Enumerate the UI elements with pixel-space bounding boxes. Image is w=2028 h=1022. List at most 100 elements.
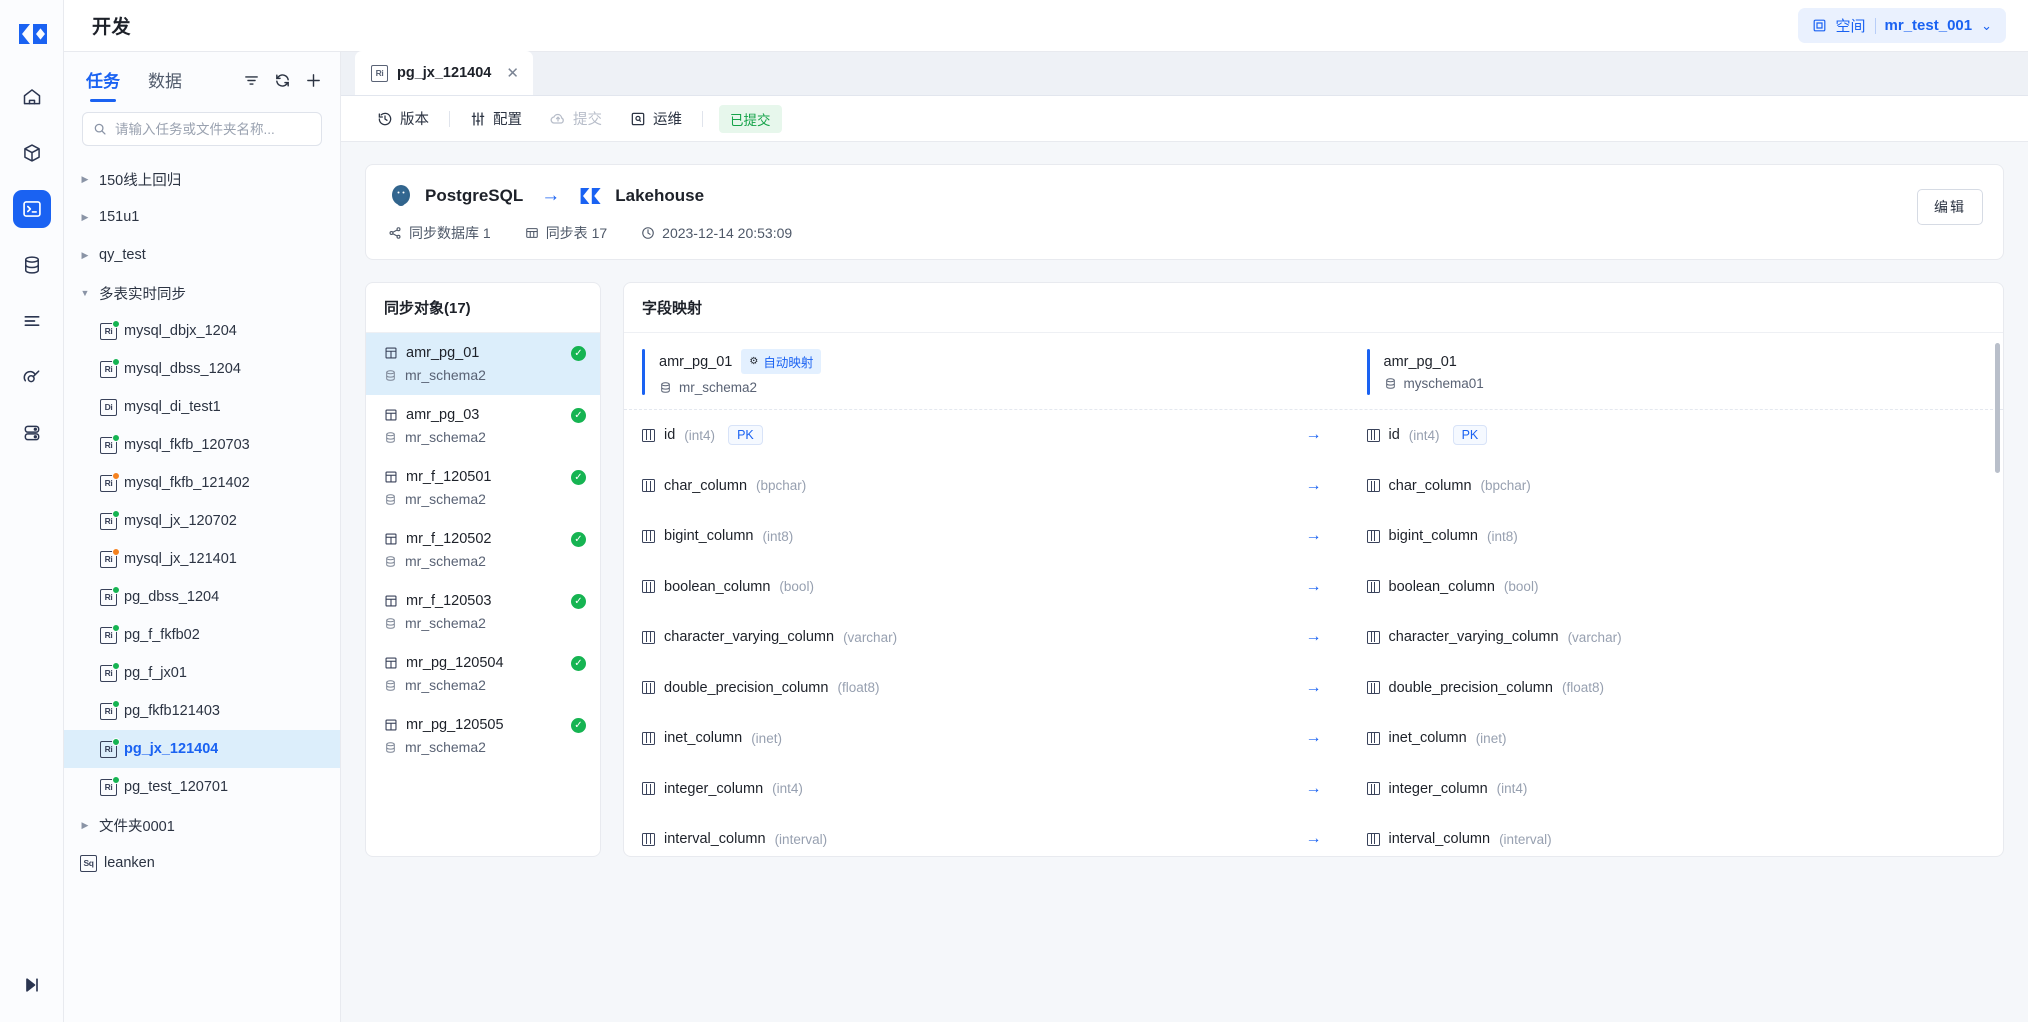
left-icon-rail bbox=[0, 0, 64, 1022]
accent-bar-target bbox=[1366, 349, 1370, 395]
field-mapping-row[interactable]: boolean_column (bool) → boolean_column (bool… bbox=[624, 562, 2003, 613]
source-table-row: amr_pg_01 ⚙ 自动映射 bbox=[659, 349, 822, 374]
list-icon[interactable] bbox=[13, 302, 51, 340]
add-icon[interactable] bbox=[305, 72, 322, 89]
history-icon bbox=[377, 111, 393, 127]
check-icon: ✓ bbox=[571, 469, 586, 485]
panels-row: 同步对象(17) amr_pg_01 ✓ mr_schema2 amr_pg_03 ✓ m… bbox=[365, 282, 2004, 857]
config-button[interactable]: 配置 bbox=[456, 108, 536, 129]
object-table-name: mr_pg_120505 bbox=[406, 717, 504, 733]
check-icon: ✓ bbox=[571, 655, 586, 671]
object-table-name: mr_f_120502 bbox=[406, 531, 492, 547]
field-type: (bpchar) bbox=[1480, 478, 1531, 494]
mapping-scrollbar[interactable] bbox=[1995, 343, 2000, 473]
sync-object-item[interactable]: mr_f_120501 ✓ mr_schema2 bbox=[366, 457, 600, 519]
field-mapping-row[interactable]: inet_column (inet) → inet_column (inet) bbox=[624, 713, 2003, 764]
table-icon bbox=[384, 532, 398, 546]
tree-item-pg_f_jx01[interactable]: Ri pg_f_jx01 bbox=[64, 654, 340, 692]
sync-object-item[interactable]: amr_pg_03 ✓ mr_schema2 bbox=[366, 395, 600, 457]
tree-item-pg_test_120701[interactable]: Ri pg_test_120701 bbox=[64, 768, 340, 806]
edit-button[interactable]: 编辑 bbox=[1917, 189, 1983, 225]
ops-button[interactable]: 运维 bbox=[616, 108, 696, 129]
object-schema-name: mr_schema2 bbox=[405, 429, 486, 445]
tree-item-mysql_dbjx_1204[interactable]: Ri mysql_dbjx_1204 bbox=[64, 312, 340, 350]
field-name: id bbox=[664, 427, 676, 444]
tree-item-mysql_jx_120702[interactable]: Ri mysql_jx_120702 bbox=[64, 502, 340, 540]
caret-right-icon[interactable]: ▶ bbox=[81, 819, 89, 830]
field-mapping-row[interactable]: bigint_column (int8) → bigint_column (int8) bbox=[624, 511, 2003, 562]
field-mapping-row[interactable]: double_precision_column (float8) → double_p… bbox=[624, 663, 2003, 714]
field-mapping-row[interactable]: id (int4) PK → id (int4) PK bbox=[624, 410, 2003, 461]
task-type-icon: Ri bbox=[100, 775, 120, 796]
check-icon: ✓ bbox=[571, 407, 586, 423]
app-logo bbox=[0, 8, 64, 60]
radar-icon[interactable] bbox=[13, 358, 51, 396]
object-table-row: mr_pg_120505 ✓ bbox=[384, 717, 586, 733]
tree-item-leanken[interactable]: Sq leanken bbox=[64, 844, 340, 882]
field-mapping-row[interactable]: integer_column (int4) → integer_column (int4… bbox=[624, 764, 2003, 815]
tree-folder-0[interactable]: ▶ 150线上回归 bbox=[64, 160, 340, 198]
doc-tab-pg-jx-121404[interactable]: Ri pg_jx_121404 ✕ bbox=[355, 51, 533, 95]
home-icon[interactable] bbox=[13, 78, 51, 116]
caret-right-icon[interactable]: ▶ bbox=[81, 211, 89, 222]
tree-folder-3[interactable]: ▼ 多表实时同步 bbox=[64, 274, 340, 312]
version-button[interactable]: 版本 bbox=[363, 108, 443, 129]
tree-item-label: pg_test_120701 bbox=[124, 779, 229, 795]
tree-item-pg_f_fkfb02[interactable]: Ri pg_f_fkfb02 bbox=[64, 616, 340, 654]
close-icon[interactable]: ✕ bbox=[506, 65, 519, 82]
auto-mapping-badge[interactable]: ⚙ 自动映射 bbox=[741, 349, 822, 374]
caret-right-icon[interactable]: ▶ bbox=[81, 249, 89, 260]
search-input[interactable] bbox=[115, 121, 311, 137]
task-type-icon: Ri bbox=[371, 64, 388, 82]
target-field-cell: id (int4) PK bbox=[1349, 425, 2004, 446]
terminal-icon[interactable] bbox=[12, 190, 51, 228]
tree-item-mysql_dbss_1204[interactable]: Ri mysql_dbss_1204 bbox=[64, 350, 340, 388]
sync-object-item[interactable]: amr_pg_01 ✓ mr_schema2 bbox=[366, 333, 600, 395]
task-sidebar: 任务 数据 bbox=[64, 52, 341, 1022]
field-mapping-row[interactable]: char_column (bpchar) → char_column (bpchar) bbox=[624, 461, 2003, 512]
tree-item-mysql_jx_121401[interactable]: Ri mysql_jx_121401 bbox=[64, 540, 340, 578]
tab-tasks[interactable]: 任务 bbox=[86, 67, 120, 102]
tree-item-mysql_di_test1[interactable]: Di mysql_di_test1 bbox=[64, 388, 340, 426]
target-schema-row: myschema01 bbox=[1384, 376, 1484, 391]
mapping-arrow-icon: → bbox=[1305, 628, 1322, 646]
tree-item-mysql_fkfb_121402[interactable]: Ri mysql_fkfb_121402 bbox=[64, 464, 340, 502]
field-mapping-row[interactable]: character_varying_column (varchar) → charac… bbox=[624, 612, 2003, 663]
filter-icon[interactable] bbox=[243, 72, 260, 89]
sync-object-item[interactable]: mr_pg_120505 ✓ mr_schema2 bbox=[366, 705, 600, 767]
caret-right-icon[interactable]: ▶ bbox=[81, 173, 89, 184]
tree-folder-2[interactable]: ▶ qy_test bbox=[64, 236, 340, 274]
collapse-panel-icon[interactable] bbox=[13, 966, 51, 1004]
tree-item-pg_jx_121404[interactable]: Ri pg_jx_121404 bbox=[64, 730, 340, 768]
field-type: (int4) bbox=[772, 781, 803, 797]
search-box[interactable] bbox=[82, 112, 322, 146]
caret-down-icon[interactable]: ▼ bbox=[80, 288, 90, 298]
server-icon[interactable] bbox=[13, 414, 51, 452]
package-icon[interactable] bbox=[13, 134, 51, 172]
sync-object-item[interactable]: mr_f_120502 ✓ mr_schema2 bbox=[366, 519, 600, 581]
schema-icon-target bbox=[1384, 377, 1397, 390]
refresh-icon[interactable] bbox=[274, 72, 291, 89]
table-icon bbox=[384, 408, 398, 422]
chevron-down-icon[interactable]: ⌄ bbox=[1981, 17, 1992, 33]
tree-item-pg_fkfb121403[interactable]: Ri pg_fkfb121403 bbox=[64, 692, 340, 730]
field-name: bigint_column bbox=[664, 528, 754, 545]
status-dot bbox=[112, 623, 120, 632]
database-icon[interactable] bbox=[13, 246, 51, 284]
tree-folder-17[interactable]: ▶ 文件夹0001 bbox=[64, 806, 340, 844]
tree-item-mysql_fkfb_120703[interactable]: Ri mysql_fkfb_120703 bbox=[64, 426, 340, 464]
mapping-arrow-icon: → bbox=[1305, 779, 1322, 797]
meta-sync-tables: 同步表 17 bbox=[525, 223, 607, 243]
field-name: inet_column bbox=[1388, 730, 1467, 747]
submit-button: 提交 bbox=[536, 108, 616, 129]
tree-item-pg_dbss_1204[interactable]: Ri pg_dbss_1204 bbox=[64, 578, 340, 616]
mapping-arrow-icon: → bbox=[1305, 527, 1322, 545]
tree-folder-1[interactable]: ▶ 151u1 bbox=[64, 198, 340, 236]
task-tree: ▶ 150线上回归 ▶ 151u1 ▶ qy_test ▼ 多表实时同步 Ri mysql_dbj… bbox=[64, 154, 340, 1022]
sync-object-item[interactable]: mr_pg_120504 ✓ mr_schema2 bbox=[366, 643, 600, 705]
tab-data[interactable]: 数据 bbox=[148, 71, 182, 91]
workspace-selector[interactable]: 空间 mr_test_001 ⌄ bbox=[1797, 8, 2006, 43]
sync-object-item[interactable]: mr_f_120503 ✓ mr_schema2 bbox=[366, 581, 600, 643]
tree-item-label: mysql_dbss_1204 bbox=[124, 361, 241, 377]
field-mapping-row[interactable]: interval_column (interval) → interval_colum… bbox=[624, 814, 2003, 856]
